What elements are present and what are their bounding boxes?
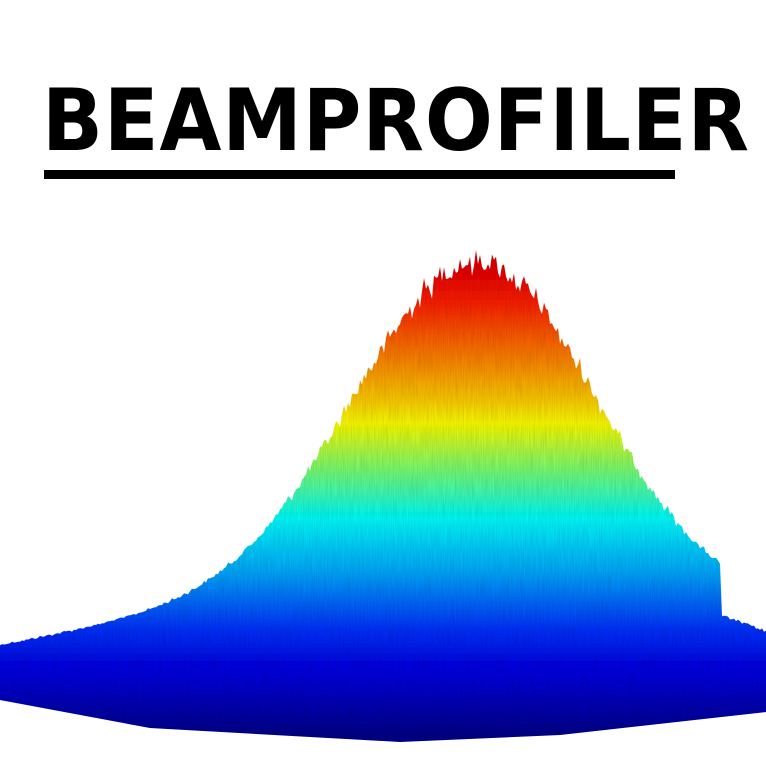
beam-surface-shape [0, 250, 766, 766]
logo-text: BEAMPROFILER [42, 71, 751, 171]
logo-underline [44, 170, 675, 179]
